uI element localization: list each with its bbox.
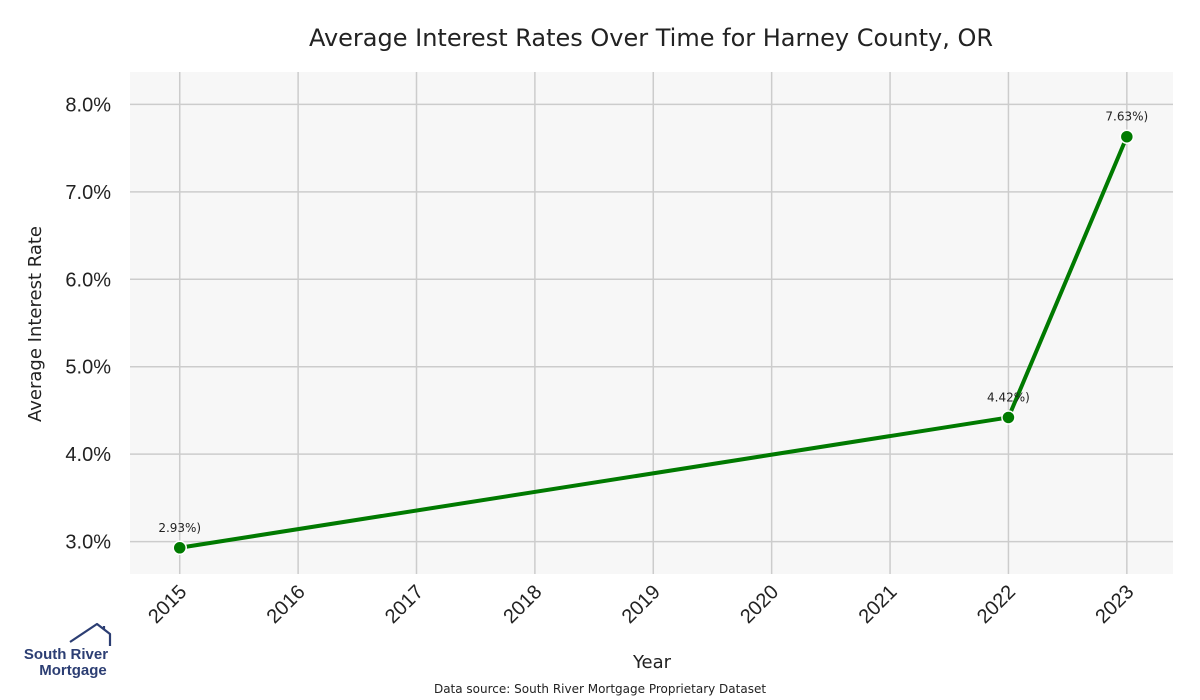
x-tick-label: 2017 — [381, 581, 428, 628]
grid-lines — [130, 72, 1173, 574]
y-tick-label: 4.0% — [65, 444, 111, 466]
x-tick-label: 2019 — [618, 581, 665, 628]
y-tick-label: 7.0% — [65, 182, 111, 204]
logo-line2: Mortgage — [39, 662, 107, 679]
data-point — [172, 540, 187, 556]
x-tick-label: 2016 — [263, 581, 310, 628]
data-point — [1001, 410, 1016, 425]
data-point — [1119, 129, 1135, 144]
plot-area — [130, 72, 1173, 574]
house-roof-icon — [69, 622, 112, 646]
series-layer: 2.93%) 4.42%) 7.63%) — [158, 110, 1148, 556]
x-tick-label: 2020 — [736, 581, 783, 628]
data-label: 2.93%) — [158, 521, 201, 535]
y-axis-label: Average Interest Rate — [25, 226, 46, 422]
y-tick-label: 6.0% — [65, 269, 111, 291]
x-axis-ticks: 2015 2016 2017 2018 2019 2020 2021 2022 2023 — [144, 581, 1138, 628]
y-tick-label: 5.0% — [65, 357, 111, 379]
logo-line1: South River — [24, 646, 108, 663]
x-tick-label: 2018 — [499, 581, 546, 628]
x-tick-label: 2023 — [1091, 581, 1138, 628]
y-tick-label: 8.0% — [65, 94, 111, 116]
x-tick-label: 2022 — [973, 581, 1020, 628]
chart-title: Average Interest Rates Over Time for Har… — [309, 24, 993, 52]
y-tick-label: 3.0% — [65, 532, 111, 554]
x-axis-label: Year — [632, 652, 672, 673]
x-tick-label: 2021 — [855, 581, 902, 628]
x-tick-label: 2015 — [144, 581, 191, 628]
data-source-note: Data source: South River Mortgage Propri… — [434, 682, 766, 696]
south-river-mortgage-logo: South River Mortgage — [24, 622, 112, 679]
y-axis-ticks: 3.0% 4.0% 5.0% 6.0% 7.0% 8.0% — [65, 94, 111, 553]
data-label: 4.42%) — [987, 390, 1030, 404]
data-label: 7.63%) — [1105, 110, 1148, 124]
